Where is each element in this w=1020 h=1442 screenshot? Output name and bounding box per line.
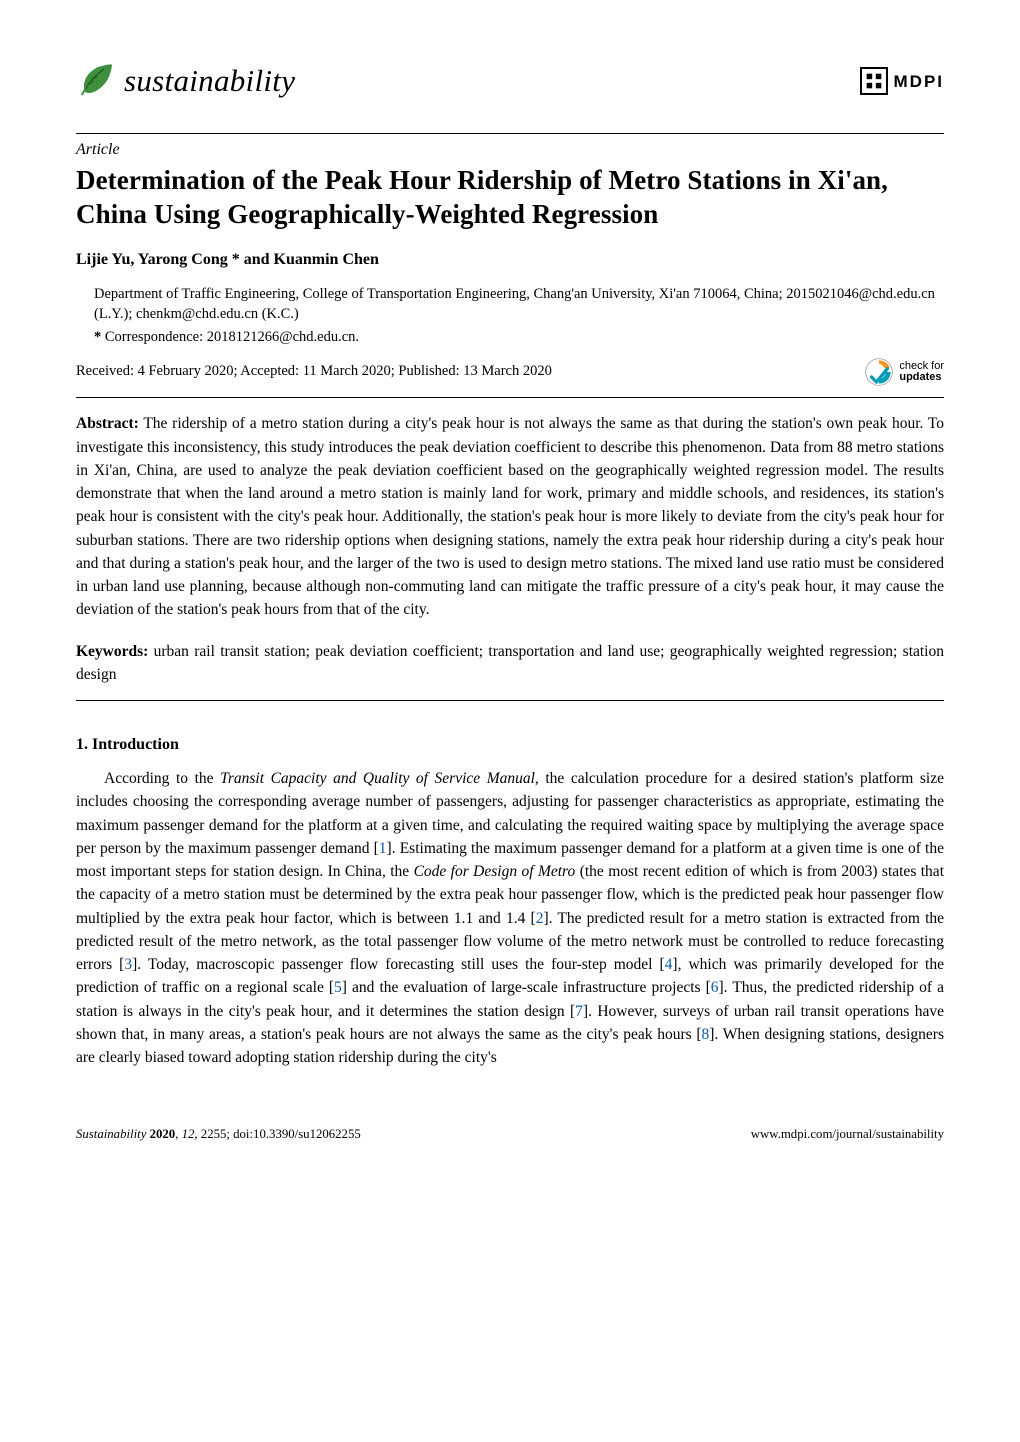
body-p1-h: ] and the evaluation of large-scale infr… [342,979,711,996]
article-title: Determination of the Peak Hour Ridership… [76,163,944,232]
intro-paragraph-1: According to the Transit Capacity and Qu… [76,767,944,1069]
publisher-logo: MDPI [860,67,945,95]
footer-left: Sustainability 2020, 12, 2255; doi:10.33… [76,1125,361,1144]
footer-right: www.mdpi.com/journal/sustainability [751,1125,944,1144]
footer-url[interactable]: www.mdpi.com/journal/sustainability [751,1127,944,1141]
footer-doi: , 2255; doi:10.3390/su12062255 [194,1127,360,1141]
section-1-heading: 1. Introduction [76,733,944,757]
journal-logo: sustainability [76,58,295,105]
page-footer: Sustainability 2020, 12, 2255; doi:10.33… [76,1125,944,1144]
dates-text: Received: 4 February 2020; Accepted: 11 … [76,361,552,383]
rule-above-abstract [76,397,944,398]
mdpi-icon [860,67,888,95]
keywords-label: Keywords: [76,643,148,660]
ref-6[interactable]: 6 [711,979,719,996]
body-p1-f: ]. Today, macroscopic passenger flow for… [132,956,665,973]
footer-year: 2020 [150,1127,176,1141]
body-p1-italic1: Transit Capacity and Quality of Service … [220,770,535,787]
keywords-text: urban rail transit station; peak deviati… [76,643,944,683]
check-for-updates-badge[interactable]: check for updates [864,357,944,387]
abstract-label: Abstract: [76,415,139,432]
article-type: Article [76,138,944,162]
page-header: sustainability MDPI [76,58,944,105]
journal-name: sustainability [124,58,295,105]
ref-5[interactable]: 5 [334,979,342,996]
ref-3[interactable]: 3 [124,956,132,973]
keywords: Keywords: urban rail transit station; pe… [76,640,944,687]
publisher-abbr: MDPI [894,69,945,95]
ref-7[interactable]: 7 [575,1003,583,1020]
rule-top [76,133,944,134]
abstract: Abstract: The ridership of a metro stati… [76,412,944,621]
affiliation-text: Department of Traffic Engineering, Colle… [94,284,944,325]
dates-row: Received: 4 February 2020; Accepted: 11 … [76,357,944,387]
footer-journal: Sustainability [76,1127,150,1141]
updates-line2: updates [899,372,944,383]
affiliation-block: Department of Traffic Engineering, Colle… [94,284,944,348]
body-p1-a: According to the [104,770,220,787]
updates-icon [864,357,894,387]
correspondence-text: Correspondence: 2018121266@chd.edu.cn. [105,329,359,345]
rule-below-keywords [76,700,944,701]
sustainability-leaf-icon [76,61,116,101]
footer-volume: 12 [182,1127,195,1141]
ref-1[interactable]: 1 [379,840,387,857]
authors-line: Lijie Yu, Yarong Cong * and Kuanmin Chen [76,248,944,272]
correspondence-line: * Correspondence: 2018121266@chd.edu.cn. [94,327,944,348]
abstract-text: The ridership of a metro station during … [76,415,944,618]
corr-symbol: * [94,329,101,345]
updates-badge-text: check for updates [899,361,944,383]
body-p1-italic2: Code for Design of Metro [414,863,576,880]
